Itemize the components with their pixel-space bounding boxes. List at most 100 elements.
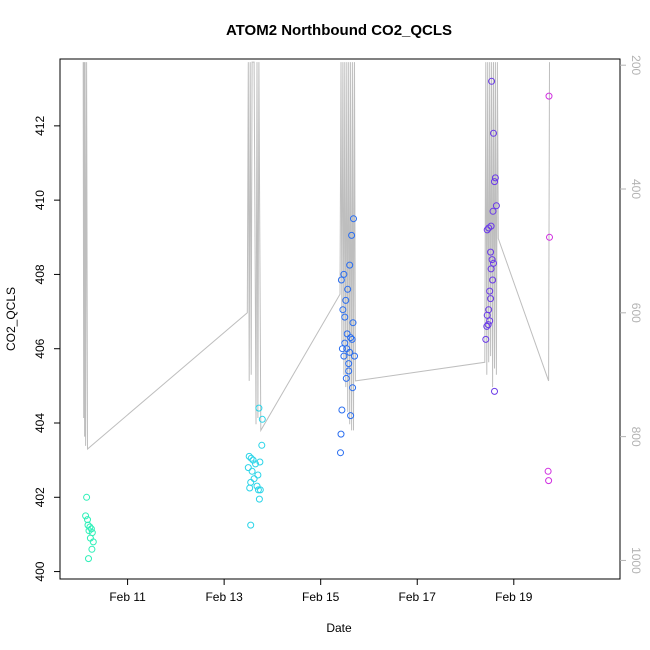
y-tick-label: 402: [33, 487, 47, 507]
y-axis: 400 402 404 406 408 410 412: [33, 116, 60, 582]
right-y-tick-label: 800: [629, 427, 643, 447]
x-axis-label: Date: [326, 621, 352, 635]
data-point: [348, 335, 356, 343]
y-tick-label: 408: [33, 264, 47, 284]
data-point: [249, 456, 257, 464]
data-point: [545, 92, 553, 100]
data-point: [489, 276, 497, 284]
data-point: [346, 261, 354, 269]
data-point: [347, 412, 355, 420]
data-point: [483, 322, 491, 330]
x-axis: Feb 11 Feb 13 Feb 15 Feb 17 Feb 19: [109, 579, 533, 604]
data-point: [487, 248, 495, 256]
data-point: [347, 334, 355, 342]
data-point: [342, 374, 350, 382]
data-point: [246, 484, 254, 492]
data-point: [487, 222, 495, 230]
data-point: [345, 367, 353, 375]
x-tick-label: Feb 19: [495, 590, 533, 604]
data-point: [487, 265, 495, 273]
data-point: [343, 345, 351, 353]
data-point: [89, 538, 97, 546]
right-y-axis: 200 400 600 800 1000: [620, 55, 643, 574]
x-tick-label: Feb 15: [302, 590, 340, 604]
data-point: [82, 512, 90, 520]
data-point: [86, 523, 94, 531]
data-point: [351, 352, 358, 360]
data-point: [337, 449, 344, 457]
data-point: [254, 486, 262, 494]
data-point: [247, 521, 255, 529]
x-tick-label: Feb 17: [399, 590, 437, 604]
chart-title: ATOM2 Northbound CO2_QCLS: [226, 22, 452, 39]
y-tick-label: 400: [33, 561, 47, 581]
data-point: [349, 384, 357, 392]
x-tick-label: Feb 13: [205, 590, 243, 604]
data-point: [340, 352, 348, 360]
data-point: [337, 430, 345, 438]
pressure-line: [82, 61, 550, 451]
data-point: [258, 415, 266, 423]
data-point: [486, 317, 494, 325]
data-point: [348, 231, 356, 239]
data-point: [338, 406, 346, 414]
data-point: [349, 319, 357, 327]
data-point: [488, 77, 496, 85]
data-point: [483, 226, 491, 234]
data-point: [248, 467, 256, 475]
data-point: [487, 295, 495, 303]
data-point: [544, 467, 552, 475]
data-point: [83, 493, 91, 501]
y-tick-label: 406: [33, 338, 47, 358]
y-tick-label: 412: [33, 116, 47, 136]
data-point: [344, 285, 352, 293]
data-point: [256, 458, 264, 466]
data-point: [85, 555, 92, 563]
data-point: [350, 215, 357, 223]
data-point: [88, 545, 96, 553]
plot-frame: [59, 58, 621, 580]
y-axis-label: CO2_QCLS: [4, 287, 18, 351]
data-point: [245, 452, 253, 460]
data-point: [483, 311, 491, 319]
data-point: [491, 387, 498, 395]
pressure-profile: [82, 61, 550, 451]
data-point: [252, 460, 259, 468]
data-point: [244, 464, 252, 472]
x-tick-label: Feb 11: [109, 590, 146, 604]
data-point: [339, 306, 347, 314]
data-point: [545, 477, 553, 485]
data-point: [255, 404, 263, 412]
data-point: [486, 287, 494, 295]
data-point: [256, 486, 264, 494]
data-point: [491, 178, 498, 186]
data-point: [247, 454, 255, 462]
data-point: [337, 276, 345, 284]
data-point: [546, 233, 553, 241]
data-point: [484, 321, 492, 329]
data-point: [490, 259, 497, 267]
data-point: [341, 313, 349, 321]
data-point: [482, 335, 490, 343]
right-y-tick-label: 600: [629, 303, 643, 323]
data-point: [342, 296, 350, 304]
data-point: [258, 441, 266, 449]
data-point: [340, 270, 348, 278]
right-y-tick-label: 1000: [629, 547, 643, 574]
data-point: [489, 207, 497, 215]
data-point: [490, 129, 497, 137]
y-tick-label: 410: [33, 190, 47, 210]
data-point: [491, 174, 499, 182]
right-y-tick-label: 400: [629, 179, 643, 199]
right-y-tick-label: 200: [629, 55, 643, 75]
data-point: [255, 495, 263, 503]
data-point: [492, 202, 500, 210]
y-tick-label: 404: [33, 413, 47, 433]
data-point: [254, 471, 262, 479]
data-point: [345, 360, 353, 368]
data-point: [338, 345, 346, 353]
data-point: [488, 256, 496, 264]
data-points: [82, 77, 553, 563]
